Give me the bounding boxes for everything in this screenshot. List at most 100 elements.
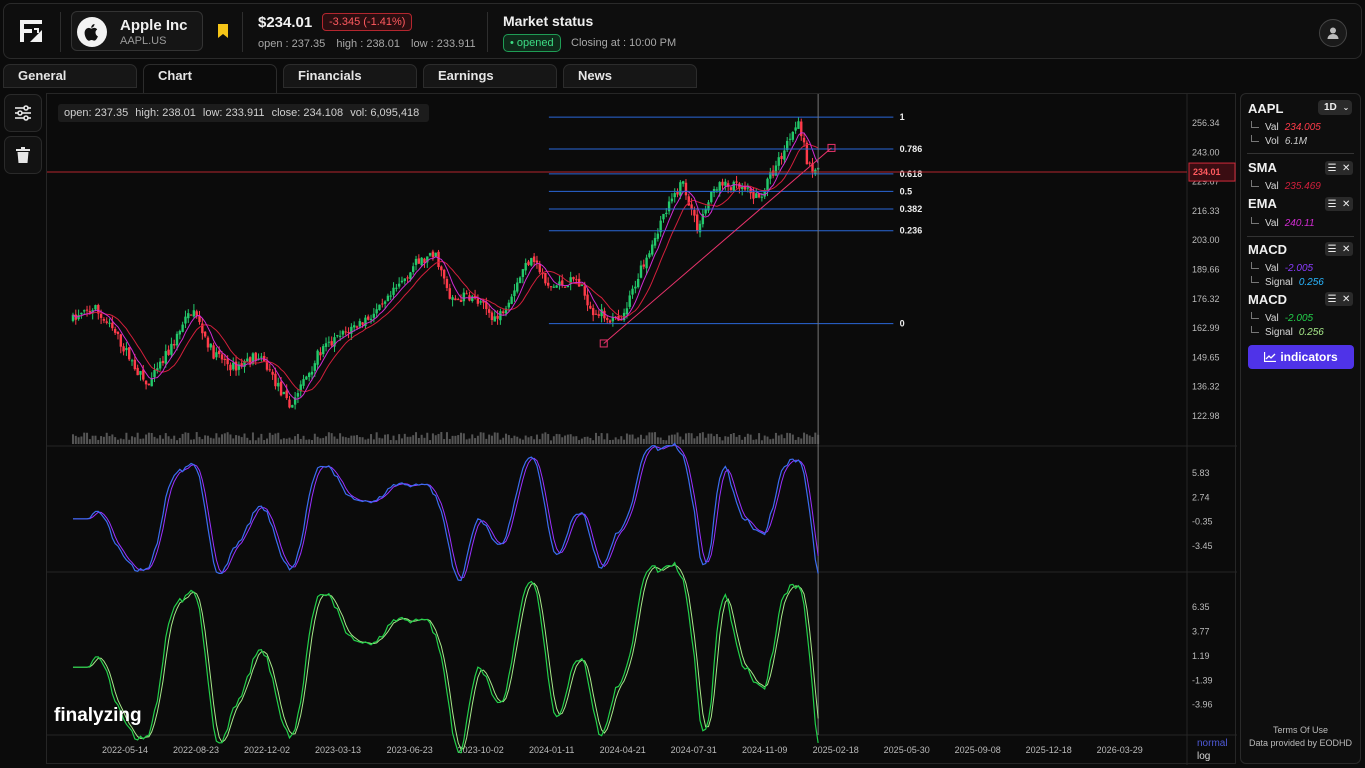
candle-body: [195, 311, 198, 316]
macd2-label: MACD: [1248, 292, 1287, 307]
volume-bar: [758, 433, 761, 444]
candle-body: [153, 370, 156, 377]
volume-bar: [772, 438, 775, 444]
fib-level-label: 0.5: [900, 186, 913, 196]
volume-bar: [533, 439, 536, 444]
fib-level-label: 0.786: [900, 144, 923, 154]
candle-body: [780, 155, 783, 159]
candle-body: [805, 142, 809, 165]
volume-bar: [296, 433, 299, 444]
sliders-icon[interactable]: ☰: [1327, 293, 1337, 305]
volume-bar: [108, 436, 111, 444]
tab-news[interactable]: News: [563, 64, 697, 88]
volume-bar: [412, 435, 415, 444]
user-avatar-icon[interactable]: [1319, 19, 1347, 47]
volume-bar: [305, 439, 308, 444]
ohlc-readout: open: 237.35 high: 238.01 low: 233.911 c…: [58, 104, 430, 122]
candle-body: [246, 358, 249, 362]
ticker-card[interactable]: Apple Inc AAPL.US: [71, 11, 203, 51]
volume-bar: [679, 436, 682, 444]
header-divider: [487, 12, 488, 52]
volume-bar: [344, 437, 347, 444]
volume-bar: [173, 435, 176, 444]
sliders-icon[interactable]: ☰: [1327, 162, 1337, 174]
candle-body: [338, 335, 342, 337]
volume-bar: [209, 437, 212, 444]
volume-bar: [760, 440, 763, 444]
candle-body: [184, 316, 187, 324]
close-icon[interactable]: ✕: [1341, 293, 1351, 305]
volume-bar: [392, 435, 395, 444]
price-tick-label: 229.67: [1192, 177, 1220, 187]
tab-chart[interactable]: Chart: [143, 64, 277, 94]
volume-bar: [752, 439, 755, 444]
scale-log-toggle[interactable]: log: [1197, 751, 1211, 762]
candle-body: [530, 257, 533, 266]
indicator-panel: AAPL 1D ⌄ Val 234.005 Vol 6.1M SMA ☰ ✕ Val 2…: [1240, 93, 1361, 764]
candle-body: [639, 265, 643, 278]
terms-link[interactable]: Terms Of Use: [1272, 725, 1328, 735]
delete-drawings-button[interactable]: [4, 136, 42, 174]
close-icon[interactable]: ✕: [1341, 162, 1351, 174]
close-icon[interactable]: ✕: [1341, 198, 1351, 210]
date-tick-label: 2026-03-29: [1097, 745, 1143, 755]
volume-bar: [257, 437, 260, 444]
sliders-icon[interactable]: ☰: [1327, 243, 1337, 255]
high-value: high : 238.01: [336, 38, 400, 50]
tab-earnings[interactable]: Earnings: [423, 64, 557, 88]
volume-bar: [777, 435, 780, 444]
volume-bar: [704, 437, 707, 444]
candle-body: [558, 281, 561, 286]
volume-bars: [71, 432, 820, 444]
volume-bar: [586, 436, 589, 444]
timeframe-select[interactable]: 1D ⌄: [1318, 100, 1352, 115]
tab-general[interactable]: General: [3, 64, 137, 88]
candle-body: [524, 263, 527, 271]
sliders-icon[interactable]: ☰: [1327, 198, 1337, 210]
volume-bar: [710, 433, 713, 444]
candle-body: [150, 378, 153, 387]
market-closing-time: Closing at : 10:00 PM: [571, 37, 677, 49]
market-open-badge: • opened: [503, 34, 561, 52]
top-header: Apple Inc AAPL.US $234.01 -3.345 (-1.41%…: [3, 3, 1362, 59]
macd2-signal-label: Signal: [1265, 327, 1293, 338]
volume-bar: [358, 437, 361, 444]
volume-bar: [786, 432, 789, 444]
indicators-button[interactable]: indicators: [1248, 345, 1354, 369]
volume-bar: [291, 439, 294, 444]
volume-bar: [682, 439, 685, 444]
candle-body: [808, 162, 811, 164]
volume-bar: [645, 435, 648, 444]
volume-bar: [566, 434, 569, 444]
sma-val-row: Val 235.469: [1251, 180, 1321, 192]
macd2-signal: 0.256: [1298, 327, 1324, 338]
candle-body: [319, 352, 322, 356]
volume-bar: [535, 434, 538, 444]
candle-body: [262, 355, 266, 362]
volume-bar: [266, 438, 268, 444]
price-tick-label: 176.32: [1192, 294, 1220, 304]
fib-level-label: 0: [900, 319, 905, 329]
close-icon[interactable]: ✕: [1341, 243, 1351, 255]
ohlc-volume: vol: 6,095,418: [350, 107, 420, 119]
candle-body: [378, 304, 381, 310]
volume-bar: [510, 438, 513, 444]
candle-body: [361, 322, 364, 325]
ohlc-low: low: 233.911: [202, 107, 265, 119]
chart-settings-button[interactable]: [4, 94, 42, 132]
macd1-label: MACD: [1248, 242, 1287, 257]
candle-body: [769, 172, 772, 179]
candle-body: [437, 251, 440, 268]
bookmark-icon[interactable]: [218, 24, 228, 38]
price-chart[interactable]: 256.34 243.00 229.67 216.33 203.00 189.66 176.…: [47, 94, 1237, 765]
finalyzing-logo-icon[interactable]: [18, 18, 44, 44]
chart-container[interactable]: 256.34 243.00 229.67 216.33 203.00 189.66 176.…: [46, 93, 1237, 765]
candle-body: [718, 182, 721, 191]
tab-financials[interactable]: Financials: [283, 64, 417, 88]
candle-body: [254, 352, 257, 361]
scale-normal-toggle[interactable]: normal: [1197, 738, 1228, 749]
volume-bar: [271, 434, 274, 444]
macd-a-tick-label: -3.45: [1192, 541, 1213, 551]
candle-body: [760, 196, 764, 198]
candle-body: [116, 331, 120, 335]
